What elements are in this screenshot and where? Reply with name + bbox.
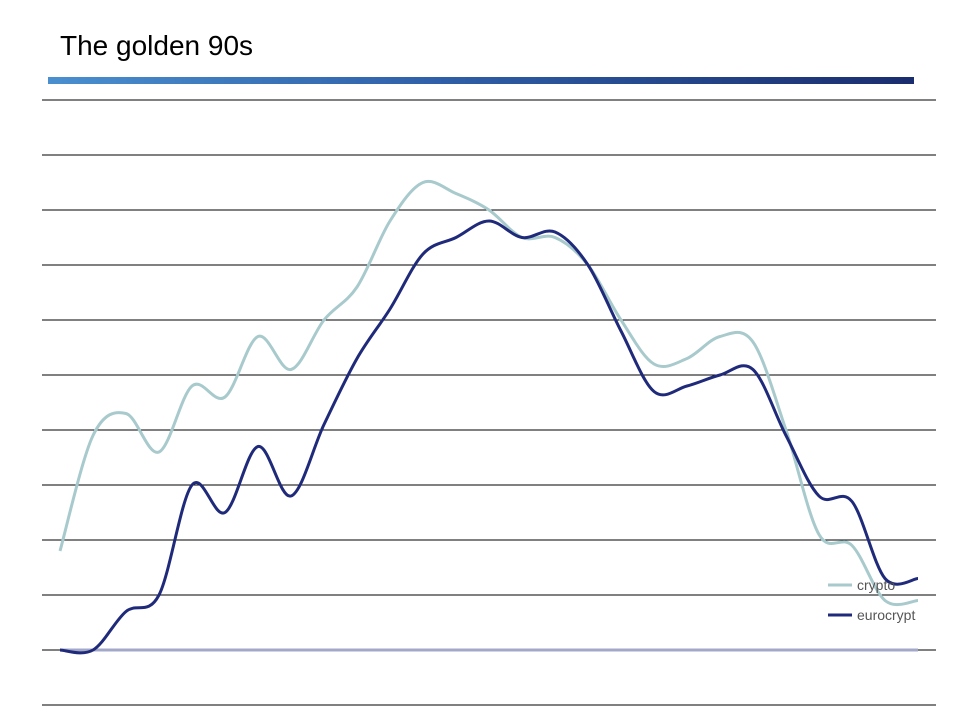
gridlines bbox=[42, 99, 936, 706]
legend: crypto eurocrypt bbox=[828, 577, 915, 623]
chart-title: The golden 90s bbox=[60, 30, 254, 61]
series-lines bbox=[58, 179, 919, 655]
legend-label-crypto: crypto bbox=[857, 577, 895, 593]
series-line-eurocrypt bbox=[59, 219, 919, 655]
legend-label-eurocrypt: eurocrypt bbox=[857, 607, 915, 623]
series-line-crypto bbox=[58, 179, 919, 607]
title-underline-bar bbox=[48, 77, 914, 84]
